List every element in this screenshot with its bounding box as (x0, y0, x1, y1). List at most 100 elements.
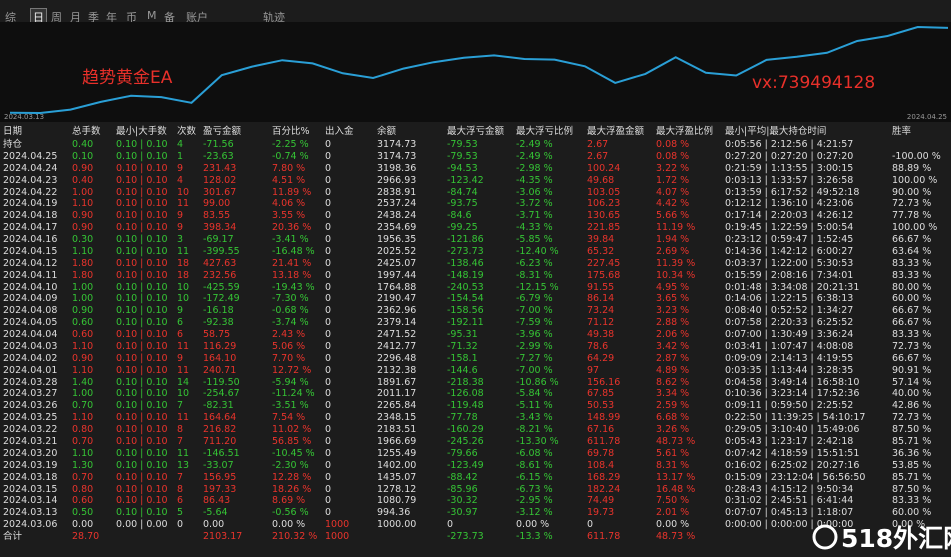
table-cell: 0:28:43 | 4:15:12 | 9:50:34 (725, 483, 854, 495)
table-cell: 221.85 (587, 222, 621, 234)
table-cell: -158.56 (447, 305, 484, 317)
table-cell: 0.10 | 0.10 (116, 245, 168, 257)
table-cell: 0.10 | 0.10 (116, 364, 168, 376)
table-cell: 0 (325, 234, 332, 246)
table-cell: 0.00 (72, 519, 94, 531)
table-cell: 0:03:13 | 1:33:57 | 3:26:58 (725, 174, 854, 186)
table-cell: 6 (177, 329, 184, 341)
tab[interactable]: 综 (5, 11, 16, 24)
table-cell: 0.90 (72, 210, 94, 222)
table-cell: 1956.35 (377, 234, 417, 246)
table-cell: 11 (177, 198, 190, 210)
table-cell: 2438.24 (377, 210, 417, 222)
table-cell: 0:03:35 | 1:13:44 | 3:28:35 (725, 364, 854, 376)
header-cell: 百分比% (272, 126, 310, 137)
table-cell: 711.20 (203, 436, 237, 447)
table-cell: 90.91 % (892, 364, 932, 376)
table-cell: 0 (325, 424, 332, 436)
table-cell: 0.00 | 0.00 (116, 519, 168, 531)
table-cell: 116.29 (203, 340, 237, 352)
table-cell: 5.61 % (656, 447, 690, 459)
table-cell: 0 (177, 519, 184, 531)
table-cell: 0.80 (72, 424, 94, 436)
table-cell: 67.85 (587, 388, 615, 400)
table-cell: 108.4 (587, 459, 615, 471)
table-cell: 48.73 % (656, 531, 696, 543)
table-cell: -85.96 (447, 483, 478, 495)
row-label: 2024.03.25 (3, 412, 58, 424)
table-cell: 0:13:59 | 6:17:52 | 49:52:18 (725, 186, 860, 198)
table-cell: -94.53 (447, 162, 478, 174)
table-cell: 20.36 % (272, 222, 312, 234)
watermark-logo (812, 524, 838, 550)
table-cell: 9 (177, 305, 184, 317)
table-cell: 103.05 (587, 186, 621, 198)
table-cell: -7.27 % (516, 352, 553, 364)
table-cell: 0.70 (72, 471, 94, 483)
tab[interactable]: 账户 (186, 11, 208, 24)
table-cell: 0.00 % (516, 519, 550, 531)
table-cell: -2.49 % (516, 139, 553, 150)
table-cell: 10 (177, 186, 190, 198)
table-cell: 1278.12 (377, 483, 417, 495)
table-cell: 0.40 (72, 139, 94, 150)
row-label: 2024.04.04 (3, 329, 58, 341)
table-cell: 1000 (325, 519, 350, 531)
table-cell: -148.19 (447, 269, 484, 281)
table-cell: 0.10 (72, 150, 94, 162)
table-cell: 4.06 % (272, 198, 306, 210)
table-cell: 5.06 % (272, 340, 306, 352)
table-cell: 40.00 % (892, 388, 932, 400)
table-cell: 1.10 (72, 340, 94, 352)
tab[interactable]: 币 (126, 11, 137, 24)
table-cell: 0.10 | 0.10 (116, 329, 168, 341)
tab[interactable]: 季 (88, 11, 99, 24)
table-cell: 4 (177, 174, 184, 186)
tab[interactable]: 周 (51, 11, 62, 24)
table-cell: 13.17 % (656, 471, 696, 483)
table-cell: 18 (177, 269, 190, 281)
table-cell: 2379.14 (377, 317, 417, 329)
table-cell: 4.95 % (656, 281, 690, 293)
table-cell: 7.50 % (656, 495, 690, 507)
table-cell: 0:19:45 | 1:22:59 | 5:00:54 (725, 222, 854, 234)
table-cell: 3.34 % (656, 388, 690, 400)
table-cell: -93.75 (447, 198, 478, 210)
table-cell: 64.29 (587, 352, 615, 364)
table-cell: 2296.48 (377, 352, 417, 364)
table-cell: 11.39 % (656, 257, 696, 269)
table-cell: 11 (177, 447, 190, 459)
table-cell: 73.24 (587, 305, 615, 317)
table-cell: -172.49 (203, 293, 240, 305)
table-cell: -5.94 % (272, 376, 309, 388)
table-cell: 1 (177, 150, 184, 162)
table-cell: 97 (587, 364, 600, 376)
table-cell: 168.29 (587, 471, 621, 483)
table-cell: -8.31 % (516, 269, 553, 281)
table-cell: -154.54 (447, 293, 484, 305)
tab[interactable]: 备 (164, 11, 175, 24)
table-cell: -160.29 (447, 424, 484, 436)
table-cell: 5.66 % (656, 210, 690, 222)
table-cell: 7 (177, 436, 184, 447)
table-cell: 0.08 % (656, 150, 690, 162)
tab[interactable]: 月 (70, 11, 81, 24)
table-cell: 66.67 % (892, 352, 932, 364)
watermark-text: 518外汇网 (841, 524, 951, 553)
table-cell: -4.35 % (516, 174, 553, 186)
table-cell: 0.10 | 0.10 (116, 269, 168, 281)
tab[interactable]: M (147, 9, 157, 22)
start-date: 2024.03.13 (4, 113, 44, 121)
table-cell: -254.67 (203, 388, 240, 400)
tab[interactable]: 年 (106, 11, 117, 24)
tab[interactable]: 日 (30, 8, 47, 26)
table-cell: 0 (325, 483, 332, 495)
table-cell: 1.72 % (656, 174, 690, 186)
table-cell: 216.82 (203, 424, 237, 436)
table-cell: 87.50 % (892, 424, 932, 436)
table-cell: 2265.84 (377, 400, 417, 412)
table-cell: 4.07 % (656, 186, 690, 198)
table-cell: 0.10 | 0.10 (116, 471, 168, 483)
table-cell: 0:07:00 | 1:30:49 | 3:36:24 (725, 329, 854, 341)
track-tab[interactable]: 轨迹 (263, 11, 285, 24)
